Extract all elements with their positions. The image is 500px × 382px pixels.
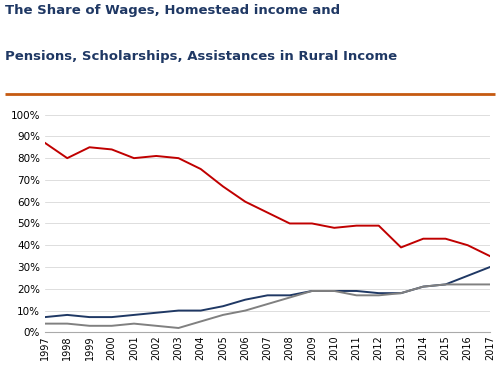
Homestead income (286, 221, 292, 226)
Pensions, scholarships, assistances (198, 319, 203, 324)
Homestead income (487, 254, 493, 258)
Pensions, scholarships, assistances (153, 324, 159, 328)
Line: Homestead income: Homestead income (45, 143, 490, 256)
Text: The Share of Wages, Homestead income and: The Share of Wages, Homestead income and (5, 4, 340, 17)
Wages (176, 308, 182, 313)
Pensions, scholarships, assistances (487, 282, 493, 287)
Wages (198, 308, 203, 313)
Homestead income (464, 243, 470, 248)
Homestead income (420, 236, 426, 241)
Pensions, scholarships, assistances (286, 295, 292, 300)
Wages (354, 289, 360, 293)
Pensions, scholarships, assistances (220, 312, 226, 317)
Wages (64, 312, 70, 317)
Pensions, scholarships, assistances (86, 324, 92, 328)
Homestead income (108, 147, 114, 152)
Wages (42, 315, 48, 319)
Wages (442, 282, 448, 287)
Wages (242, 297, 248, 302)
Pensions, scholarships, assistances (420, 284, 426, 289)
Pensions, scholarships, assistances (176, 326, 182, 330)
Homestead income (198, 167, 203, 171)
Pensions, scholarships, assistances (42, 321, 48, 326)
Homestead income (86, 145, 92, 149)
Pensions, scholarships, assistances (242, 308, 248, 313)
Wages (286, 293, 292, 298)
Pensions, scholarships, assistances (376, 293, 382, 298)
Wages (86, 315, 92, 319)
Homestead income (242, 199, 248, 204)
Homestead income (376, 223, 382, 228)
Wages (420, 284, 426, 289)
Homestead income (354, 223, 360, 228)
Pensions, scholarships, assistances (264, 302, 270, 306)
Homestead income (398, 245, 404, 250)
Pensions, scholarships, assistances (64, 321, 70, 326)
Homestead income (176, 156, 182, 160)
Pensions, scholarships, assistances (398, 291, 404, 295)
Homestead income (42, 141, 48, 145)
Wages (487, 265, 493, 269)
Homestead income (64, 156, 70, 160)
Homestead income (442, 236, 448, 241)
Text: Pensions, Scholarships, Assistances in Rural Income: Pensions, Scholarships, Assistances in R… (5, 50, 397, 63)
Wages (153, 311, 159, 315)
Wages (331, 289, 337, 293)
Pensions, scholarships, assistances (442, 282, 448, 287)
Wages (131, 312, 137, 317)
Homestead income (331, 225, 337, 230)
Wages (309, 289, 315, 293)
Homestead income (309, 221, 315, 226)
Wages (264, 293, 270, 298)
Pensions, scholarships, assistances (354, 293, 360, 298)
Pensions, scholarships, assistances (331, 289, 337, 293)
Wages (464, 274, 470, 278)
Homestead income (220, 184, 226, 189)
Line: Pensions, scholarships, assistances: Pensions, scholarships, assistances (45, 285, 490, 328)
Homestead income (153, 154, 159, 158)
Homestead income (264, 210, 270, 215)
Pensions, scholarships, assistances (464, 282, 470, 287)
Line: Wages: Wages (45, 267, 490, 317)
Pensions, scholarships, assistances (131, 321, 137, 326)
Wages (220, 304, 226, 309)
Homestead income (131, 156, 137, 160)
Wages (108, 315, 114, 319)
Pensions, scholarships, assistances (309, 289, 315, 293)
Pensions, scholarships, assistances (108, 324, 114, 328)
Wages (376, 291, 382, 295)
Wages (398, 291, 404, 295)
